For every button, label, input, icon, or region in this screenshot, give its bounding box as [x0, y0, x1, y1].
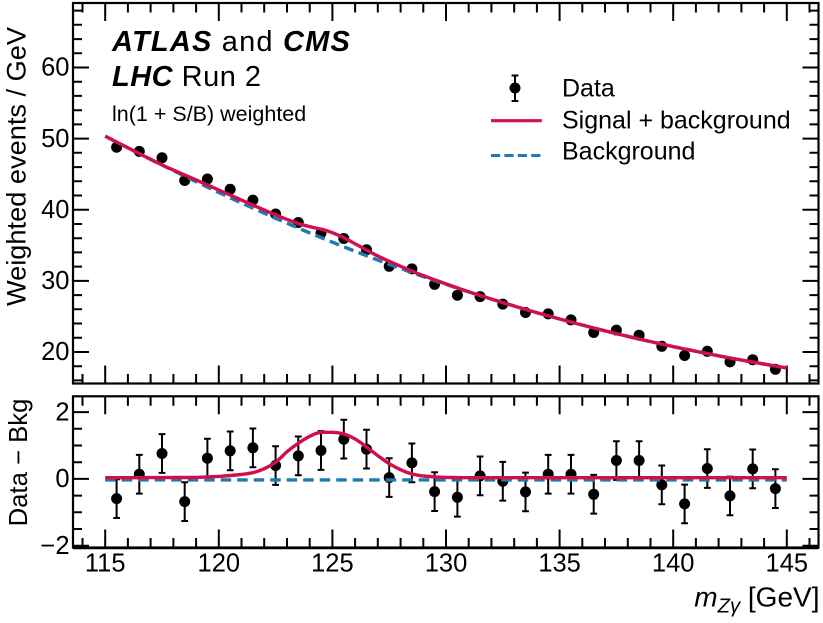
svg-text:50: 50	[41, 125, 69, 153]
svg-text:2: 2	[55, 398, 69, 426]
svg-text:0: 0	[55, 465, 69, 493]
svg-text:Background: Background	[562, 138, 695, 166]
svg-text:130: 130	[425, 550, 468, 578]
svg-text:Data − Bkg: Data − Bkg	[5, 399, 33, 527]
svg-text:ATLAS and CMS: ATLAS and CMS	[111, 26, 351, 58]
svg-text:145: 145	[766, 550, 809, 578]
svg-text:60: 60	[41, 54, 69, 82]
svg-text:Weighted events / GeV: Weighted events / GeV	[1, 26, 32, 306]
svg-text:Signal + background: Signal + background	[562, 107, 791, 135]
svg-text:mZγ [GeV]: mZγ [GeV]	[694, 582, 819, 618]
svg-text:20: 20	[41, 338, 69, 366]
svg-text:135: 135	[538, 550, 581, 578]
svg-text:ln(1 + S/B) weighted: ln(1 + S/B) weighted	[112, 102, 306, 126]
svg-text:LHC Run 2: LHC Run 2	[112, 61, 262, 93]
svg-text:140: 140	[652, 550, 695, 578]
svg-text:−2: −2	[40, 532, 69, 560]
svg-text:125: 125	[311, 550, 354, 578]
svg-text:40: 40	[41, 196, 69, 224]
svg-text:115: 115	[85, 550, 126, 578]
svg-text:30: 30	[41, 267, 69, 295]
svg-text:120: 120	[198, 550, 241, 578]
svg-text:Data: Data	[562, 75, 615, 103]
